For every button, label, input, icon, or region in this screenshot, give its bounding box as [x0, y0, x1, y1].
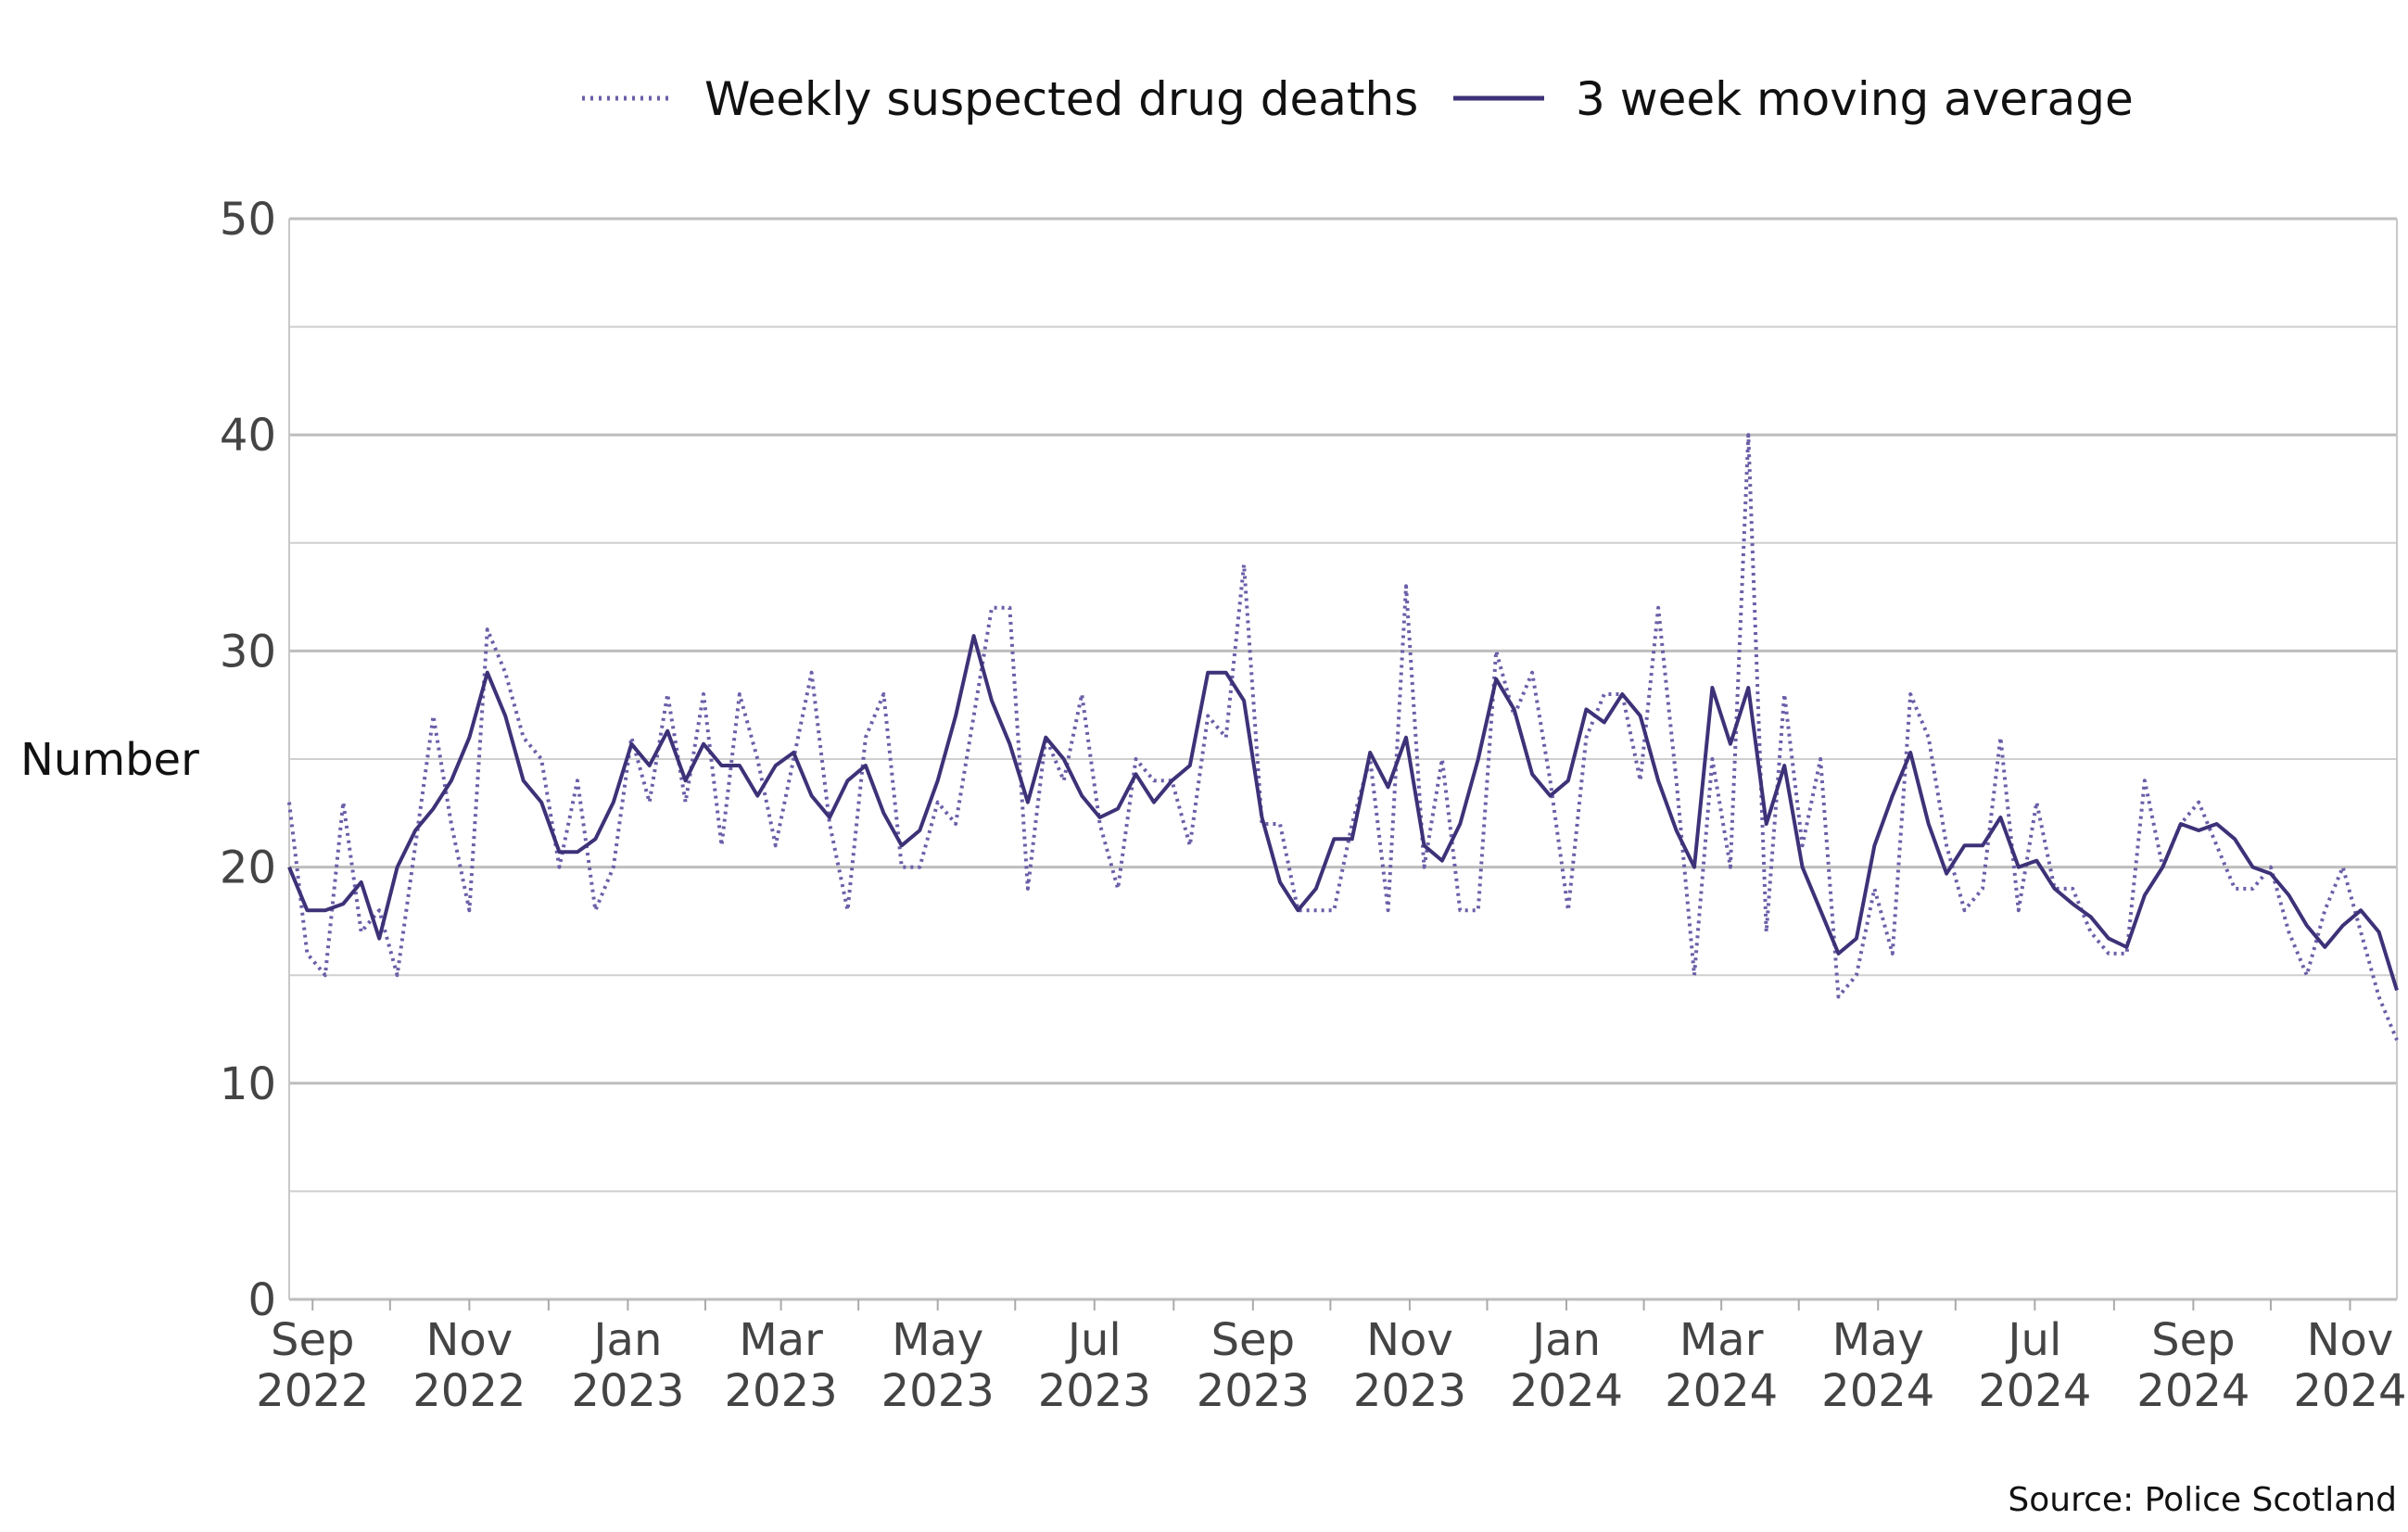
- x-tick-month: Jul: [2005, 1314, 2061, 1366]
- legend-label-average: 3 week moving average: [1576, 72, 2134, 126]
- x-tick-year: 2023: [1038, 1365, 1151, 1417]
- x-tick-month: Nov: [1366, 1314, 1453, 1366]
- x-axis: Sep2022Nov2022Jan2023Mar2023May2023Jul20…: [256, 1299, 2407, 1417]
- gridlines: [288, 217, 2398, 1301]
- x-tick-year: 2023: [571, 1365, 684, 1417]
- x-tick-year: 2024: [1510, 1365, 1623, 1417]
- series-moving-average-line: [287, 634, 2399, 992]
- x-tick-year: 2024: [1821, 1365, 1934, 1417]
- x-tick-year: 2023: [1197, 1365, 1310, 1417]
- x-tick-year: 2023: [725, 1365, 838, 1417]
- x-tick-year: 2022: [412, 1365, 526, 1417]
- x-tick-month: Jul: [1065, 1314, 1122, 1366]
- x-tick-month: Nov: [2307, 1314, 2394, 1366]
- x-tick-year: 2022: [256, 1365, 369, 1417]
- x-tick-month: Sep: [2151, 1314, 2235, 1366]
- series-weekly-deaths-line: [287, 433, 2399, 1041]
- source-note: Source: Police Scotland: [2008, 1481, 2397, 1519]
- x-tick-year: 2023: [881, 1365, 995, 1417]
- x-tick-month: Nov: [426, 1314, 513, 1366]
- y-tick-labels: 0 10 20 30 40 50: [220, 194, 276, 1326]
- y-tick-label: 10: [220, 1058, 276, 1110]
- legend: Weekly suspected drug deaths 3 week movi…: [582, 72, 2134, 126]
- x-tick-month: Jan: [590, 1314, 662, 1366]
- y-axis-label: Number: [20, 734, 199, 786]
- x-tick-month: May: [1832, 1314, 1924, 1366]
- x-tick-month: Sep: [1211, 1314, 1295, 1366]
- x-tick-year: 2024: [1978, 1365, 2091, 1417]
- x-tick-year: 2024: [2293, 1365, 2406, 1417]
- x-tick-month: Jan: [1529, 1314, 1601, 1366]
- series-group: [287, 433, 2399, 1041]
- y-tick-label: 40: [220, 410, 276, 462]
- legend-label-weekly: Weekly suspected drug deaths: [704, 72, 1418, 126]
- x-tick-month: Mar: [1679, 1314, 1764, 1366]
- x-tick-month: Mar: [739, 1314, 823, 1366]
- x-tick-month: May: [892, 1314, 983, 1366]
- x-tick-year: 2023: [1353, 1365, 1466, 1417]
- y-tick-label: 50: [220, 194, 276, 246]
- x-tick-year: 2024: [2136, 1365, 2250, 1417]
- y-tick-label: 30: [220, 626, 276, 677]
- x-tick-year: 2024: [1665, 1365, 1778, 1417]
- x-tick-month: Sep: [271, 1314, 354, 1366]
- y-tick-label: 20: [220, 842, 276, 894]
- y-tick-label: 0: [247, 1274, 276, 1326]
